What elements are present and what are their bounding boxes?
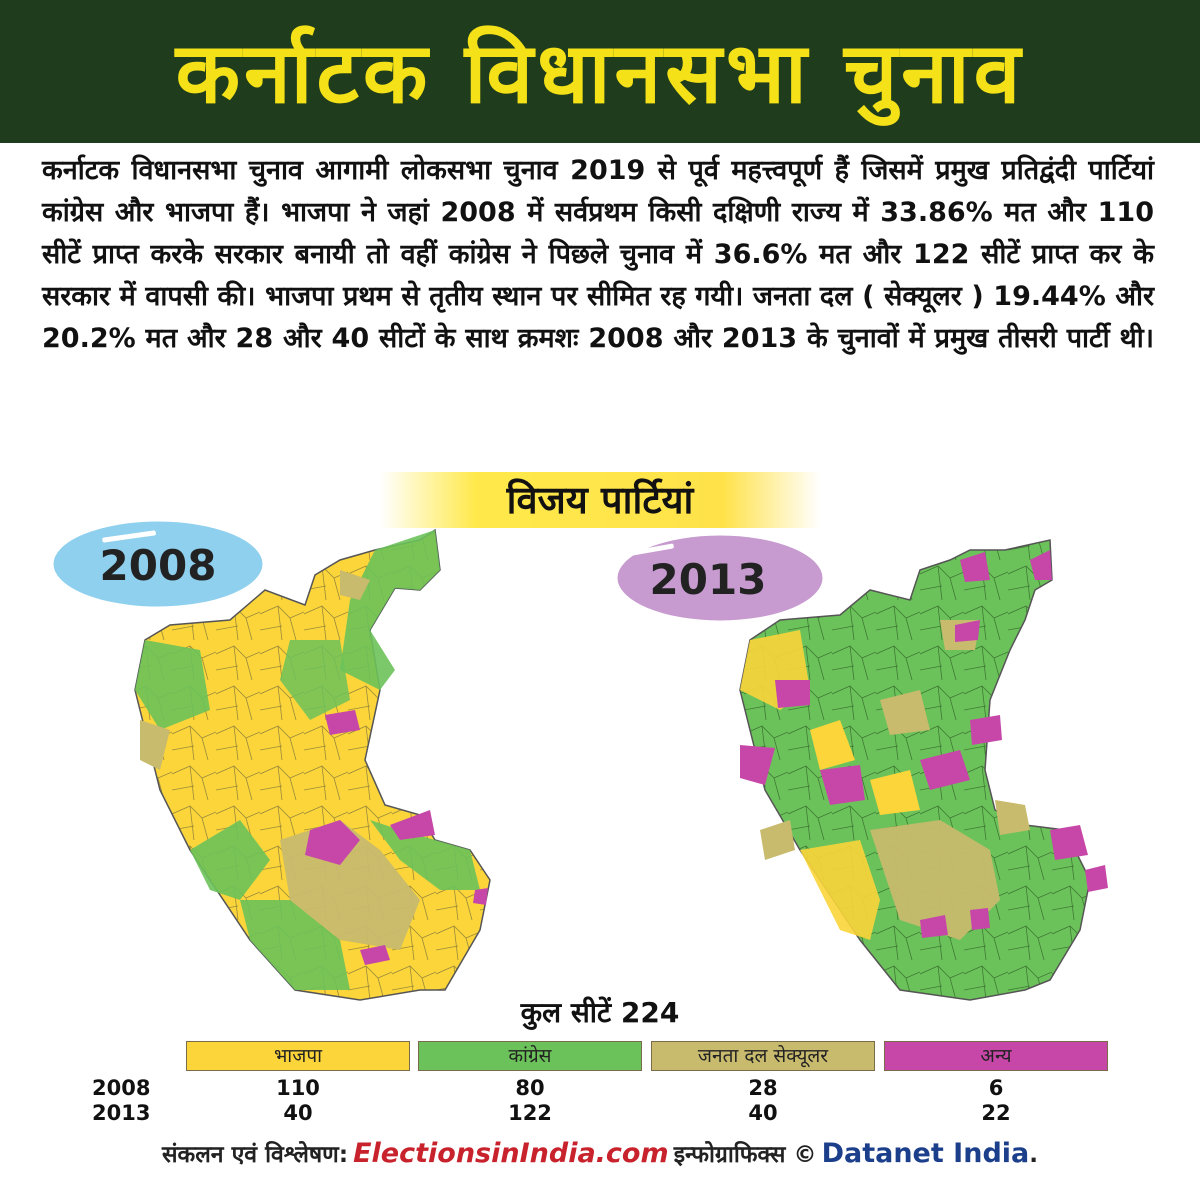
legend-bjp: भाजपा bbox=[186, 1041, 410, 1071]
subheading: विजय पार्टियां bbox=[506, 478, 694, 522]
legend-congress: कांग्रेस bbox=[418, 1041, 642, 1071]
seats-2013-congress: 122 bbox=[508, 1101, 552, 1125]
seats-2008-others: 6 bbox=[988, 1076, 1004, 1100]
legend-others: अन्य bbox=[884, 1041, 1108, 1071]
row-year-2013: 2013 bbox=[92, 1101, 151, 1125]
intro-paragraph: कर्नाटक विधानसभा चुनाव आगामी लोकसभा चुना… bbox=[42, 155, 1154, 354]
maps-area: 2008 2013 bbox=[50, 520, 1108, 1001]
map-2008 bbox=[134, 528, 491, 1001]
map-2013 bbox=[739, 539, 1108, 1001]
page-title: कर्नाटक विधानसभा चुनाव bbox=[175, 24, 1025, 122]
legend-jds: जनता दल सेक्यूलर bbox=[651, 1041, 875, 1071]
seats-2013-bjp: 40 bbox=[283, 1101, 313, 1125]
footer-middle: इन्फोग्राफिक्स © bbox=[673, 1142, 817, 1168]
seats-2013-others: 22 bbox=[981, 1101, 1011, 1125]
footer-brand-datanet: Datanet India bbox=[821, 1138, 1030, 1169]
year-2013-label: 2013 bbox=[650, 555, 767, 604]
badge-2013: 2013 bbox=[614, 532, 826, 624]
total-seats: कुल सीटें 224 bbox=[520, 996, 680, 1029]
footer-suffix: . bbox=[1029, 1142, 1038, 1168]
seats-2013-jds: 40 bbox=[748, 1101, 778, 1125]
subheading-box: विजय पार्टियां bbox=[380, 472, 820, 528]
footer-credit: संकलन एवं विश्लेषण: ElectionsinIndia.com… bbox=[0, 1136, 1200, 1175]
row-year-2008: 2008 bbox=[92, 1076, 151, 1100]
badge-2008: 2008 bbox=[50, 520, 266, 610]
seats-2008-jds: 28 bbox=[748, 1076, 778, 1100]
footer-brand-electionsinindia: ElectionsinIndia.com bbox=[353, 1138, 669, 1169]
year-2008-label: 2008 bbox=[100, 541, 217, 590]
seats-2008-congress: 80 bbox=[515, 1076, 545, 1100]
seats-2008-bjp: 110 bbox=[276, 1076, 320, 1100]
title-banner: कर्नाटक विधानसभा चुनाव bbox=[0, 0, 1200, 143]
footer-prefix: संकलन एवं विश्लेषण: bbox=[161, 1142, 349, 1168]
party-legend: भाजपा कांग्रेस जनता दल सेक्यूलर अन्य bbox=[186, 1041, 1108, 1071]
